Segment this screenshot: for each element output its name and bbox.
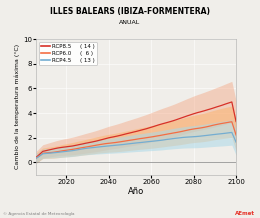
X-axis label: Año: Año [128,187,144,196]
Text: © Agencia Estatal de Meteorología: © Agencia Estatal de Meteorología [3,212,74,216]
Y-axis label: Cambio de la temperatura máxima (°C): Cambio de la temperatura máxima (°C) [15,44,21,169]
Text: ILLES BALEARS (IBIZA-FORMENTERA): ILLES BALEARS (IBIZA-FORMENTERA) [50,7,210,15]
Text: ANUAL: ANUAL [119,20,141,25]
Legend: RCP8.5     ( 14 ), RCP6.0     (  6 ), RCP4.5     ( 13 ): RCP8.5 ( 14 ), RCP6.0 ( 6 ), RCP4.5 ( 13… [39,42,97,65]
Text: AEmet: AEmet [235,211,255,216]
